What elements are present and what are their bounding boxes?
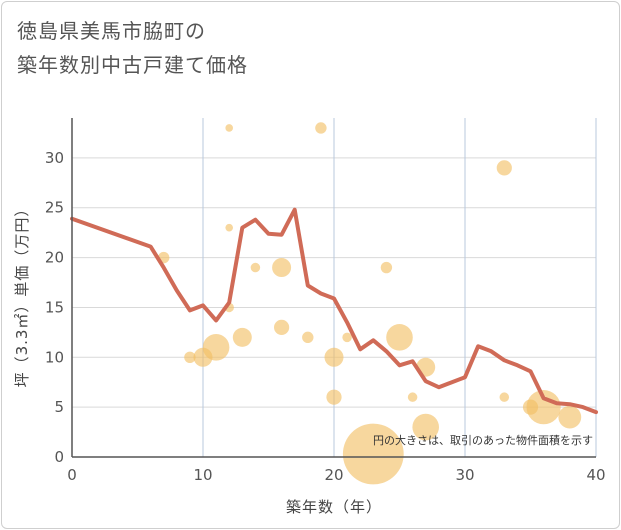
- bubble-25: [558, 405, 582, 429]
- bubble-9: [274, 319, 290, 335]
- bubble-22: [412, 413, 440, 441]
- bubble-7: [380, 261, 393, 274]
- y-tick-label-25: 25: [45, 199, 64, 217]
- bubble-26: [342, 423, 404, 485]
- x-tick-label-10: 10: [193, 466, 212, 484]
- bubble-2: [496, 160, 512, 176]
- x-tick-label-20: 20: [324, 466, 343, 484]
- bubble-10: [232, 327, 252, 347]
- bubble-12: [342, 332, 352, 343]
- y-tick-label-10: 10: [45, 348, 64, 366]
- bubble-17: [324, 347, 344, 367]
- y-tick-label-0: 0: [54, 448, 64, 466]
- chart-title-line-1: 徳島県美馬市脇町の: [17, 19, 206, 43]
- series-line-0: [70, 207, 598, 415]
- bubble-layer: [158, 122, 582, 485]
- bubble-size-note: 円の大きさは、取引のあった物件面積を示す: [373, 433, 593, 447]
- bubble-3: [225, 223, 233, 232]
- chart-title: 徳島県美馬市脇町の 築年数別中古戸建て価格: [17, 14, 248, 82]
- bubble-6: [272, 258, 292, 278]
- average-line-layer: [70, 207, 598, 415]
- bubble-5: [250, 262, 261, 273]
- bubble-0: [225, 124, 233, 132]
- y-tick-label-30: 30: [45, 149, 64, 167]
- bubble-21: [499, 392, 510, 402]
- y-tick-label-20: 20: [45, 249, 64, 267]
- x-axis-label: 築年数（年）: [286, 498, 382, 516]
- y-tick-label-5: 5: [54, 398, 64, 416]
- x-tick-label-40: 40: [586, 466, 605, 484]
- bubble-20: [407, 392, 418, 402]
- bubble-13: [386, 324, 413, 351]
- bubble-15: [184, 351, 196, 363]
- chart-grid: [72, 118, 597, 457]
- bubble-16: [193, 347, 213, 367]
- bubble-19: [326, 389, 342, 405]
- chart-axes: 0 5 10 15 20 25 30 0 10 20 30 40: [45, 118, 606, 484]
- x-tick-label-0: 0: [67, 466, 77, 484]
- bubble-24: [526, 390, 561, 425]
- x-tick-label-30: 30: [455, 466, 474, 484]
- chart-title-line-2: 築年数別中古戸建て価格: [17, 53, 248, 77]
- y-tick-label-15: 15: [45, 298, 64, 316]
- bubble-11: [302, 331, 314, 344]
- bubble-1: [315, 122, 327, 134]
- y-axis-label: 坪（3.3㎡）単価（万円）: [13, 201, 31, 388]
